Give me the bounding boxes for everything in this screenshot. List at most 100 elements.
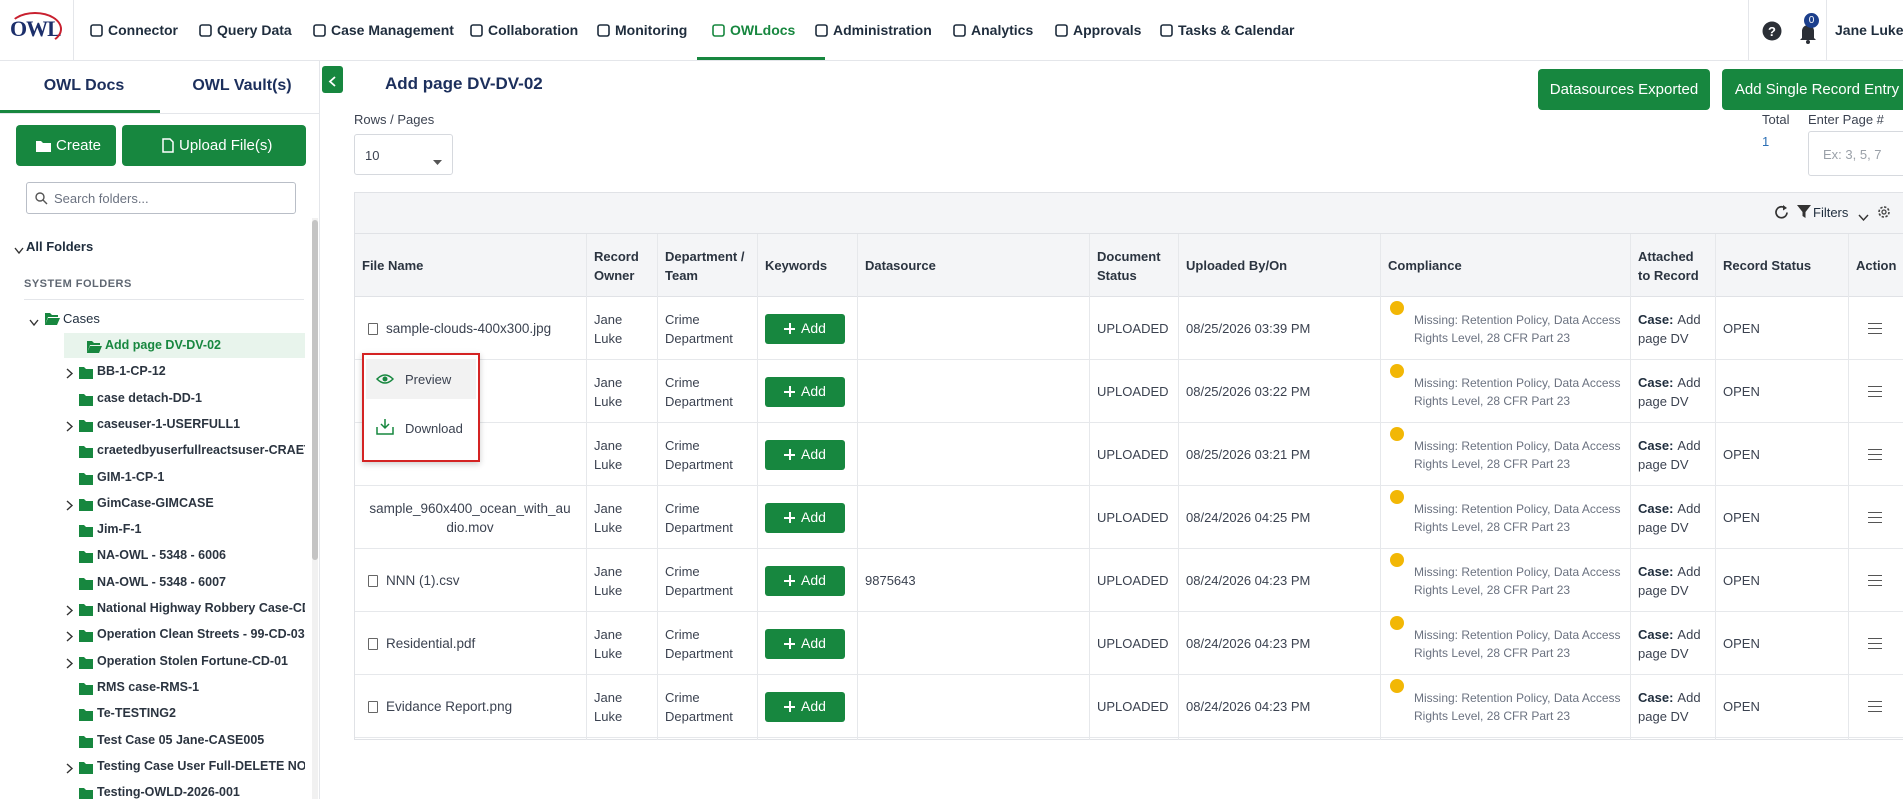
tab-border [0,113,320,114]
menu-item[interactable]: Preview [366,359,476,399]
nav-item[interactable]: Case Management [331,22,454,38]
folder-row[interactable]: Te-TESTING2 [64,701,305,726]
row-border [355,548,1903,549]
action-button[interactable]: Datasources Exported [1538,69,1710,110]
eye-icon-svg [375,374,395,384]
nav-icon [313,24,326,37]
row-action-menu[interactable] [1868,701,1882,712]
caret-right [66,603,74,616]
table-container [354,192,1903,740]
attached-name: Add page DV [1638,437,1701,472]
nav-item[interactable]: Monitoring [615,22,688,38]
row-action-menu[interactable] [1868,449,1882,460]
department: Crime Department [665,311,733,346]
total-value: 1 [1762,134,1770,149]
sidebar-tab[interactable]: OWL Docs [43,77,125,94]
collapse-button[interactable] [322,66,343,93]
caret-right-svg [66,368,74,379]
add-keyword-button[interactable]: Add [765,691,845,722]
folder-row[interactable]: BB-1-CP-12 [64,359,305,384]
folder-name: Operation Clean Streets - 99-CD-03 [97,627,305,642]
table-cell: Crime Department [657,297,757,360]
nav-item[interactable]: Tasks & Calendar [1178,22,1295,38]
col-divider [857,234,858,740]
record-status: OPEN [1723,321,1760,336]
folder-row[interactable]: craetedbyuserfullreactsuser-CRAETE [64,438,305,463]
folder-row[interactable]: Add page DV-DV-02 [64,333,305,358]
folder-name: Test Case 05 Jane-CASE005 [97,732,265,747]
user-name[interactable]: Jane Luke [1835,22,1903,38]
table-cell: Missing: Retention Policy, Data Access R… [1380,486,1630,549]
add-keyword-button[interactable]: Add [765,376,845,407]
action-button[interactable]: Add Single Record Entry [1722,69,1903,110]
nav-item[interactable]: Collaboration [488,22,579,38]
row-action-menu[interactable] [1868,638,1882,649]
nav-icon [597,24,610,37]
case-label: Case: [1638,563,1674,579]
row-border [355,674,1903,675]
add-keyword-button[interactable]: Add [765,628,845,659]
row-action-menu[interactable] [1868,575,1882,586]
menu-item[interactable]: Download [366,407,476,447]
rows-select[interactable]: 10 [354,134,453,175]
row-border [355,611,1903,612]
add-label: Add [801,383,826,399]
folder-row[interactable]: Operation Stolen Fortune-CD-01 [64,649,305,674]
root-folder[interactable]: Cases [63,311,100,326]
file-name[interactable]: Evidance Report.png [386,699,513,714]
file-name[interactable]: Residential.pdf [386,636,476,651]
add-keyword-button[interactable]: Add [765,502,845,533]
folder-row[interactable]: caseuser-1-USERFULL1 [64,412,305,437]
all-folders[interactable]: All Folders [26,239,94,254]
folder-row[interactable]: National Highway Robbery Case-CD-( [64,596,305,621]
page-title: Add page DV-DV-02 [385,74,543,93]
nav-item[interactable]: OWLdocs [730,22,796,38]
nav-item[interactable]: Analytics [971,22,1034,38]
folder-row[interactable]: Jim-F-1 [64,517,305,542]
document-status: UPLOADED [1097,573,1169,588]
folder-row[interactable]: RMS case-RMS-1 [64,675,305,700]
page-input[interactable]: Ex: 3, 5, 7 [1808,131,1903,176]
folder-row[interactable]: case detach-DD-1 [64,386,305,411]
nav-icon [90,24,103,37]
nav-item[interactable]: Query Data [217,22,292,38]
nav-item[interactable]: Administration [833,22,932,38]
bell-icon [1799,22,1817,44]
filters-button[interactable]: Filters [1813,205,1849,220]
add-keyword-button[interactable]: Add [765,313,845,344]
folder-row[interactable]: NA-OWL - 5348 - 6007 [64,570,305,595]
nav-item[interactable]: Approvals [1073,22,1142,38]
folder-row[interactable]: Testing-OWLD-2026-001 [64,780,305,799]
caret-down-svg [14,247,24,255]
folder-row[interactable]: NA-OWL - 5348 - 6006 [64,543,305,568]
search-folders[interactable]: Search folders... [26,182,296,214]
page-placeholder: Ex: 3, 5, 7 [1823,147,1882,162]
header-cell: Department / Team [657,234,757,297]
nav-icon-svg [90,24,103,37]
create-button[interactable]: Create [16,125,116,166]
caret-right [66,761,74,774]
sidebar-tab[interactable]: OWL Vault(s) [192,77,292,94]
table-cell: UPLOADED [1089,549,1178,612]
table-cell: Case: Add page DV [1630,297,1715,360]
row-action-menu[interactable] [1868,386,1882,397]
add-keyword-button[interactable]: Add [765,565,845,596]
folder-row[interactable]: Test Case 05 Jane-CASE005 [64,728,305,753]
folder-row[interactable]: Operation Clean Streets - 99-CD-03 [64,622,305,647]
row-action-menu[interactable] [1868,512,1882,523]
add-keyword-button[interactable]: Add [765,439,845,470]
row-action-menu[interactable] [1868,323,1882,334]
folder-row[interactable]: GIM-1-CP-1 [64,465,305,490]
file-name[interactable]: sample-clouds-400x300.jpg [386,321,552,336]
upload-button[interactable]: Upload File(s) [122,125,306,166]
folder-row[interactable]: GimCase-GIMCASE [64,491,305,516]
file-name[interactable]: NNN (1).csv [386,573,460,588]
header-cell: Action [1848,234,1903,297]
folder-name: Testing-OWLD-2026-001 [97,785,240,799]
datasource: 9875643 [865,573,916,588]
table-cell: 08/25/2026 03:22 PM [1178,360,1380,423]
divider [73,0,74,61]
nav-item[interactable]: Connector [108,22,178,38]
folder-row[interactable]: Testing Case User Full-DELETE NON-I [64,754,305,779]
caret-right-svg [66,631,74,642]
